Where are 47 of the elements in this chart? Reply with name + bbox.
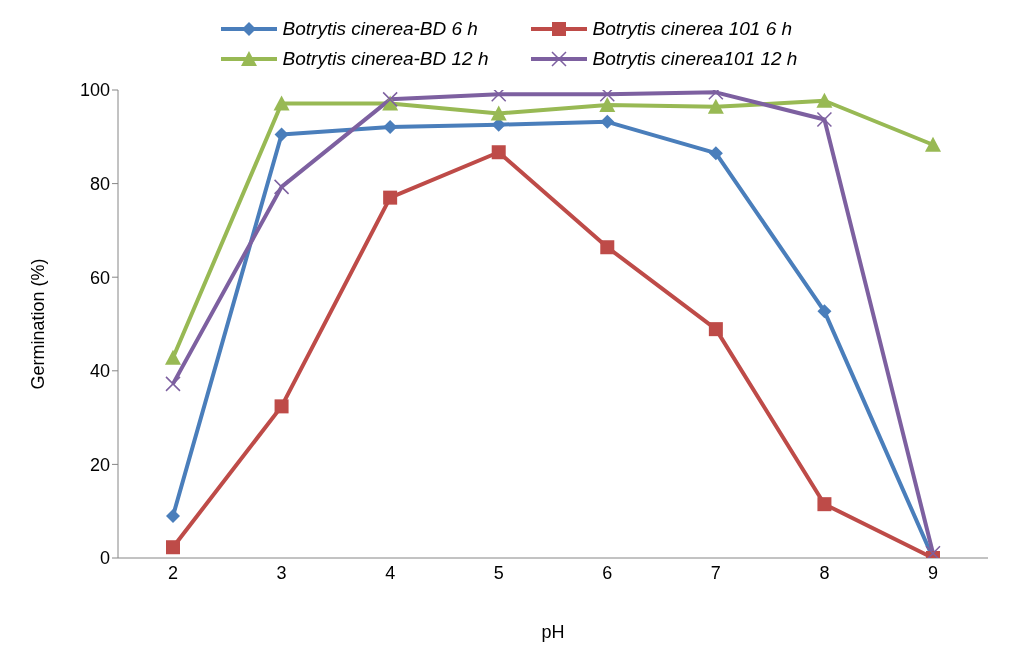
point [600, 240, 615, 255]
x-tick-label: 6 [602, 562, 613, 583]
point [274, 127, 289, 142]
point [817, 497, 832, 512]
point [708, 322, 723, 337]
x-tick-label: 5 [493, 562, 504, 583]
legend-label: Botrytis cinerea-BD 12 h [282, 48, 489, 70]
point [490, 105, 507, 121]
point [491, 145, 506, 160]
point [599, 90, 616, 102]
point [273, 179, 290, 195]
point [383, 190, 398, 205]
x-tick-label: 3 [276, 562, 287, 583]
point [925, 136, 941, 152]
y-tick-label: 100 [79, 80, 110, 101]
y-tick-label: 20 [89, 454, 110, 475]
y-tick-label: 80 [89, 173, 110, 194]
y-tick-label: 60 [89, 267, 110, 288]
point [166, 508, 180, 523]
x-tick-label: 2 [167, 562, 179, 583]
point [599, 96, 616, 112]
point [708, 146, 723, 161]
x-tick-label: 4 [385, 562, 396, 583]
legend-label: Botrytis cinerea-BD 6 h [282, 18, 478, 40]
point [925, 545, 941, 558]
y-tick-label: 0 [99, 548, 110, 569]
x-tick-label: 9 [927, 562, 939, 583]
x-tick-label: 7 [710, 562, 721, 583]
point [166, 540, 180, 555]
point [274, 399, 289, 414]
y-tick-label: 40 [89, 361, 110, 382]
x-axis-title: pH [541, 622, 565, 642]
y-axis-title: Germination (%) [28, 258, 49, 390]
x-tick-label: 8 [819, 562, 830, 583]
point [816, 111, 833, 128]
legend-label: Botrytis cinerea101 12 h [592, 48, 798, 70]
point [490, 90, 507, 102]
point [165, 349, 181, 365]
point [382, 91, 398, 108]
point [383, 119, 398, 134]
point [816, 92, 833, 108]
point [273, 95, 290, 111]
legend-label: Botrytis cinerea 101 6 h [592, 18, 793, 40]
point [817, 304, 832, 319]
point [165, 376, 181, 392]
point [600, 114, 615, 129]
point [707, 98, 724, 114]
